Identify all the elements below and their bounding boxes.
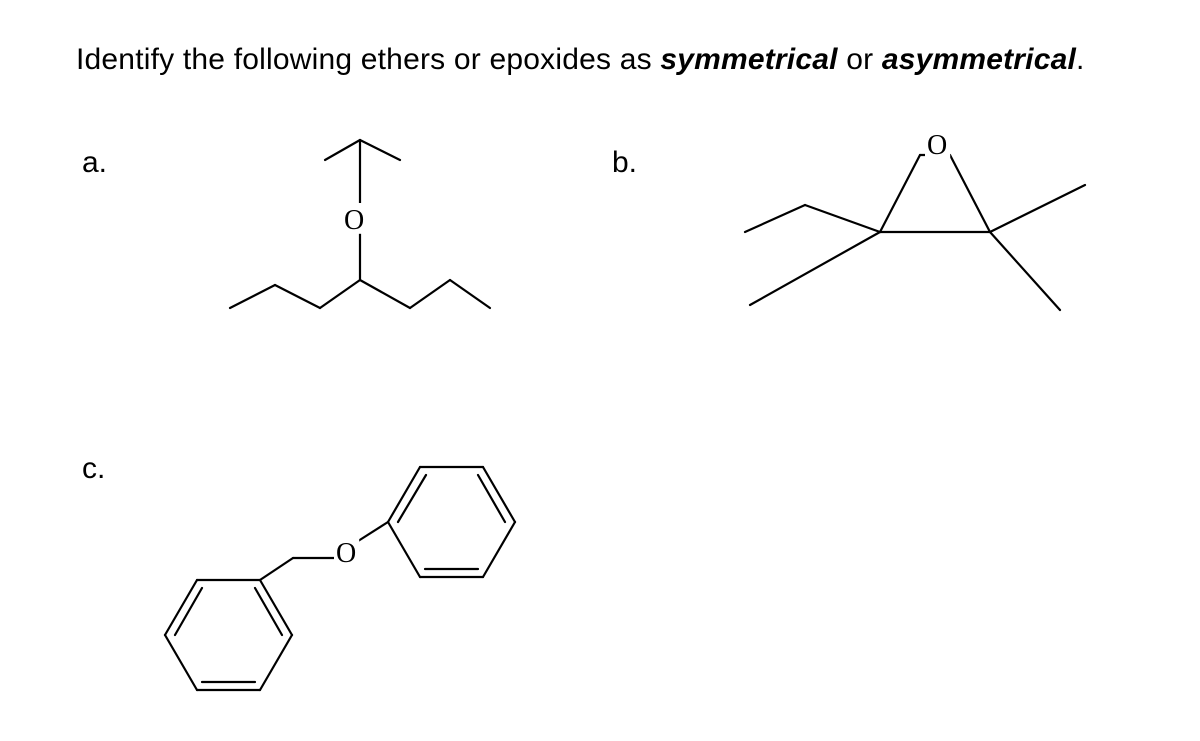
question-prompt: Identify the following ethers or epoxide…: [76, 42, 1085, 78]
structure-a-svg: O: [140, 120, 520, 340]
diagram-b: O: [730, 115, 1130, 335]
label-b: b.: [612, 146, 637, 180]
page: Identify the following ethers or epoxide…: [0, 0, 1200, 741]
diagram-a: O: [140, 120, 520, 340]
label-a: a.: [82, 146, 107, 180]
prompt-part-4: .: [1076, 43, 1085, 76]
structure-c-svg: O: [140, 430, 540, 730]
diagram-c: O: [140, 430, 540, 730]
prompt-part-0: Identify the following ethers or epoxide…: [76, 43, 660, 76]
svg-text:O: O: [927, 130, 947, 161]
svg-text:O: O: [336, 538, 356, 569]
label-c: c.: [82, 452, 105, 486]
svg-text:O: O: [344, 205, 364, 236]
prompt-part-1: symmetrical: [660, 43, 837, 76]
prompt-part-3: asymmetrical: [882, 43, 1076, 76]
prompt-part-2: or: [838, 43, 882, 76]
structure-b-svg: O: [730, 115, 1130, 335]
